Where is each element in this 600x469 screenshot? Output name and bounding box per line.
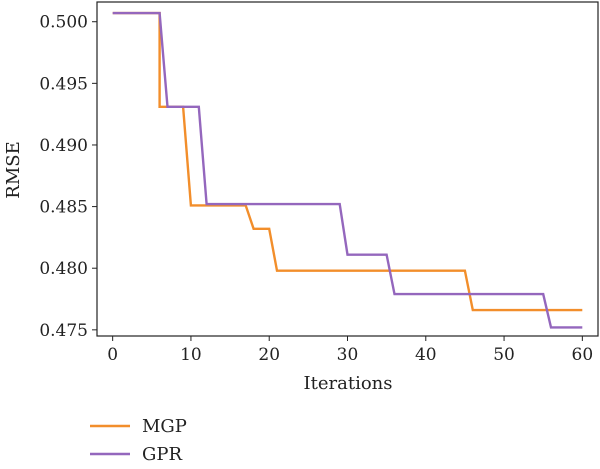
x-tick-label: 60 — [572, 345, 594, 365]
y-tick-label: 0.495 — [39, 74, 88, 94]
y-tick-label: 0.485 — [39, 198, 88, 218]
x-tick-label: 0 — [107, 345, 118, 365]
plot-frame — [96, 1, 599, 337]
series-line-gpr — [112, 11, 583, 329]
legend: MGP GPR — [90, 416, 187, 465]
series-line-mgp — [112, 11, 583, 312]
y-tick-label: 0.500 — [39, 13, 88, 33]
y-axis-ticks: 0.475 0.480 0.485 0.490 0.495 0.500 — [39, 13, 97, 341]
y-axis-label: RMSE — [3, 141, 24, 198]
plot-border — [96, 1, 599, 337]
x-tick-label: 40 — [415, 345, 437, 365]
x-tick-label: 30 — [337, 345, 359, 365]
series-layer — [112, 11, 583, 329]
y-tick-label: 0.475 — [39, 321, 88, 341]
x-axis-ticks: 0 10 20 30 40 50 60 — [107, 336, 593, 365]
x-axis-label: Iterations — [304, 373, 393, 394]
y-tick-label: 0.480 — [39, 259, 88, 279]
x-tick-label: 20 — [258, 345, 280, 365]
legend-label-gpr: GPR — [142, 444, 182, 465]
x-tick-label: 10 — [180, 345, 202, 365]
legend-label-mgp: MGP — [142, 416, 187, 437]
y-tick-label: 0.490 — [39, 136, 88, 156]
x-tick-label: 50 — [493, 345, 515, 365]
